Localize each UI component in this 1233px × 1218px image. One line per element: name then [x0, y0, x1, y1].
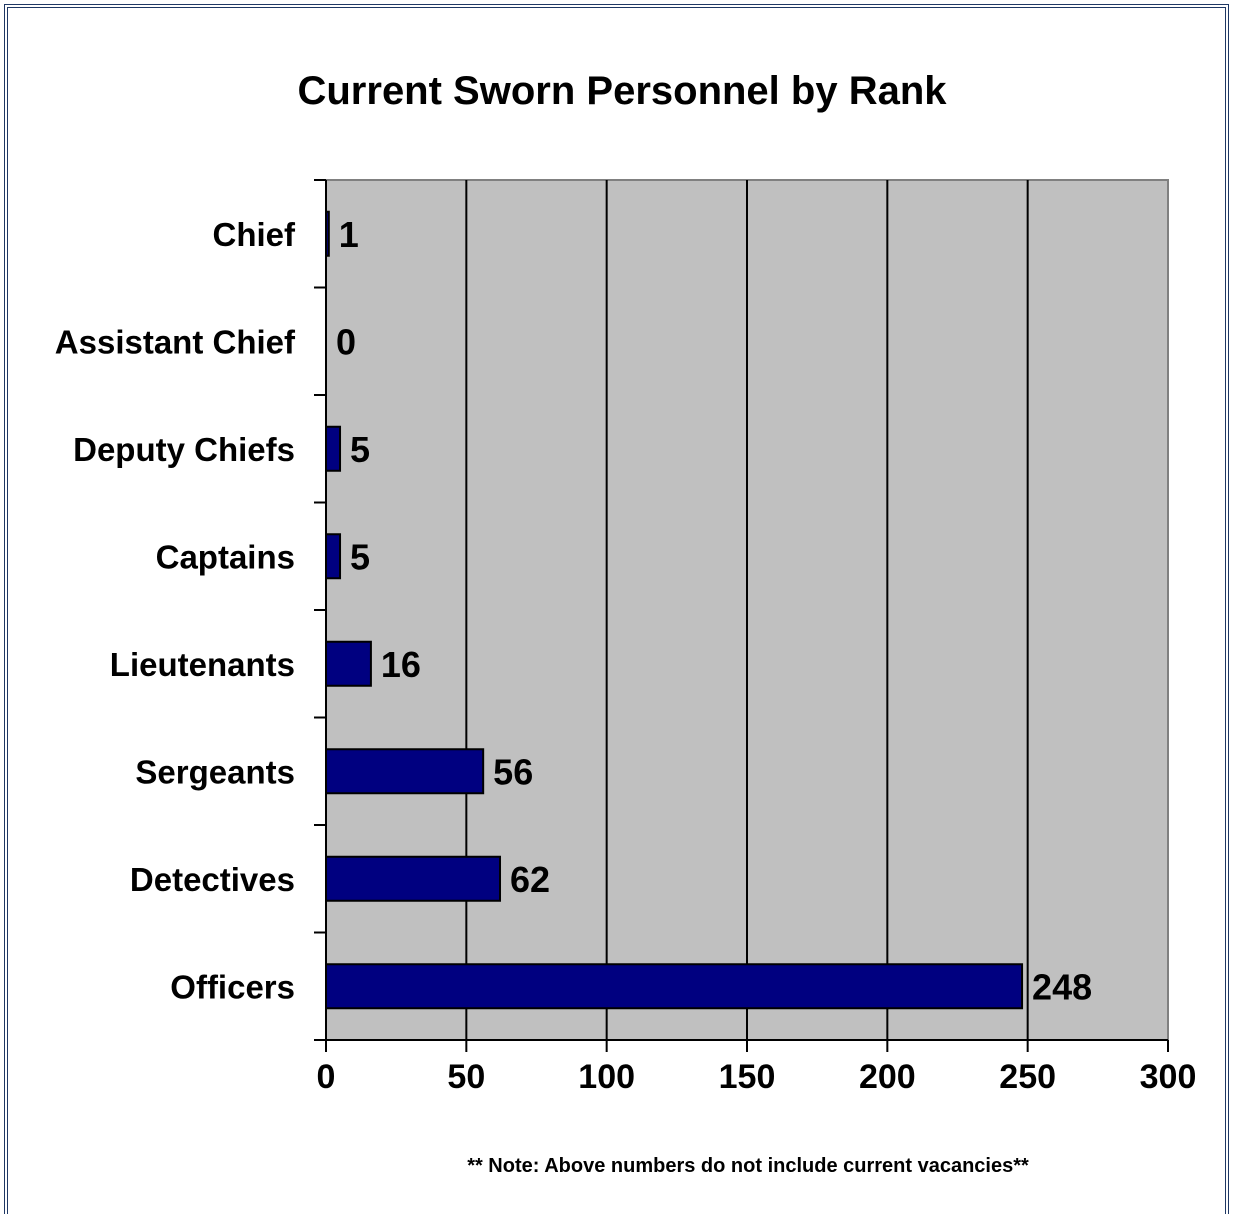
x-tick-label: 200 [859, 1058, 916, 1096]
data-label: 1 [339, 214, 359, 255]
chart-title: Current Sworn Personnel by Rank [297, 69, 947, 113]
data-label: 5 [350, 429, 370, 470]
bar [325, 748, 485, 795]
category-label: Assistant Chief [55, 323, 296, 360]
category-label: Detectives [130, 861, 295, 898]
data-label: 56 [493, 751, 533, 792]
category-label: Deputy Chiefs [73, 431, 295, 468]
bar [325, 210, 330, 257]
chart-frame [4, 4, 1229, 1214]
data-label: 5 [350, 536, 370, 577]
data-label: 0 [336, 321, 356, 362]
category-label: Captains [156, 538, 295, 575]
category-label: Lieutenants [110, 646, 295, 683]
bar [325, 963, 1024, 1010]
category-label: Officers [170, 968, 295, 1005]
data-label: 16 [381, 644, 421, 685]
plot-area: 0 50 100 150 200 250 300 Chief 1 Assistant Chief 0… [55, 179, 1197, 1096]
x-tick-label: 250 [999, 1058, 1056, 1096]
data-label: 248 [1032, 966, 1092, 1007]
x-tick-label: 0 [317, 1058, 336, 1096]
data-label: 62 [510, 859, 550, 900]
bar [325, 640, 372, 687]
x-tick-label: 50 [447, 1058, 485, 1096]
x-tick-label: 100 [578, 1058, 635, 1096]
bar [325, 425, 342, 472]
bar [325, 855, 502, 902]
category-label: Sergeants [135, 753, 295, 790]
x-tick-label: 150 [719, 1058, 776, 1096]
category-label: Chief [213, 216, 297, 253]
x-tick-label: 300 [1140, 1058, 1197, 1096]
chart-note: ** Note: Above numbers do not include cu… [467, 1155, 1029, 1177]
bar [325, 533, 342, 580]
